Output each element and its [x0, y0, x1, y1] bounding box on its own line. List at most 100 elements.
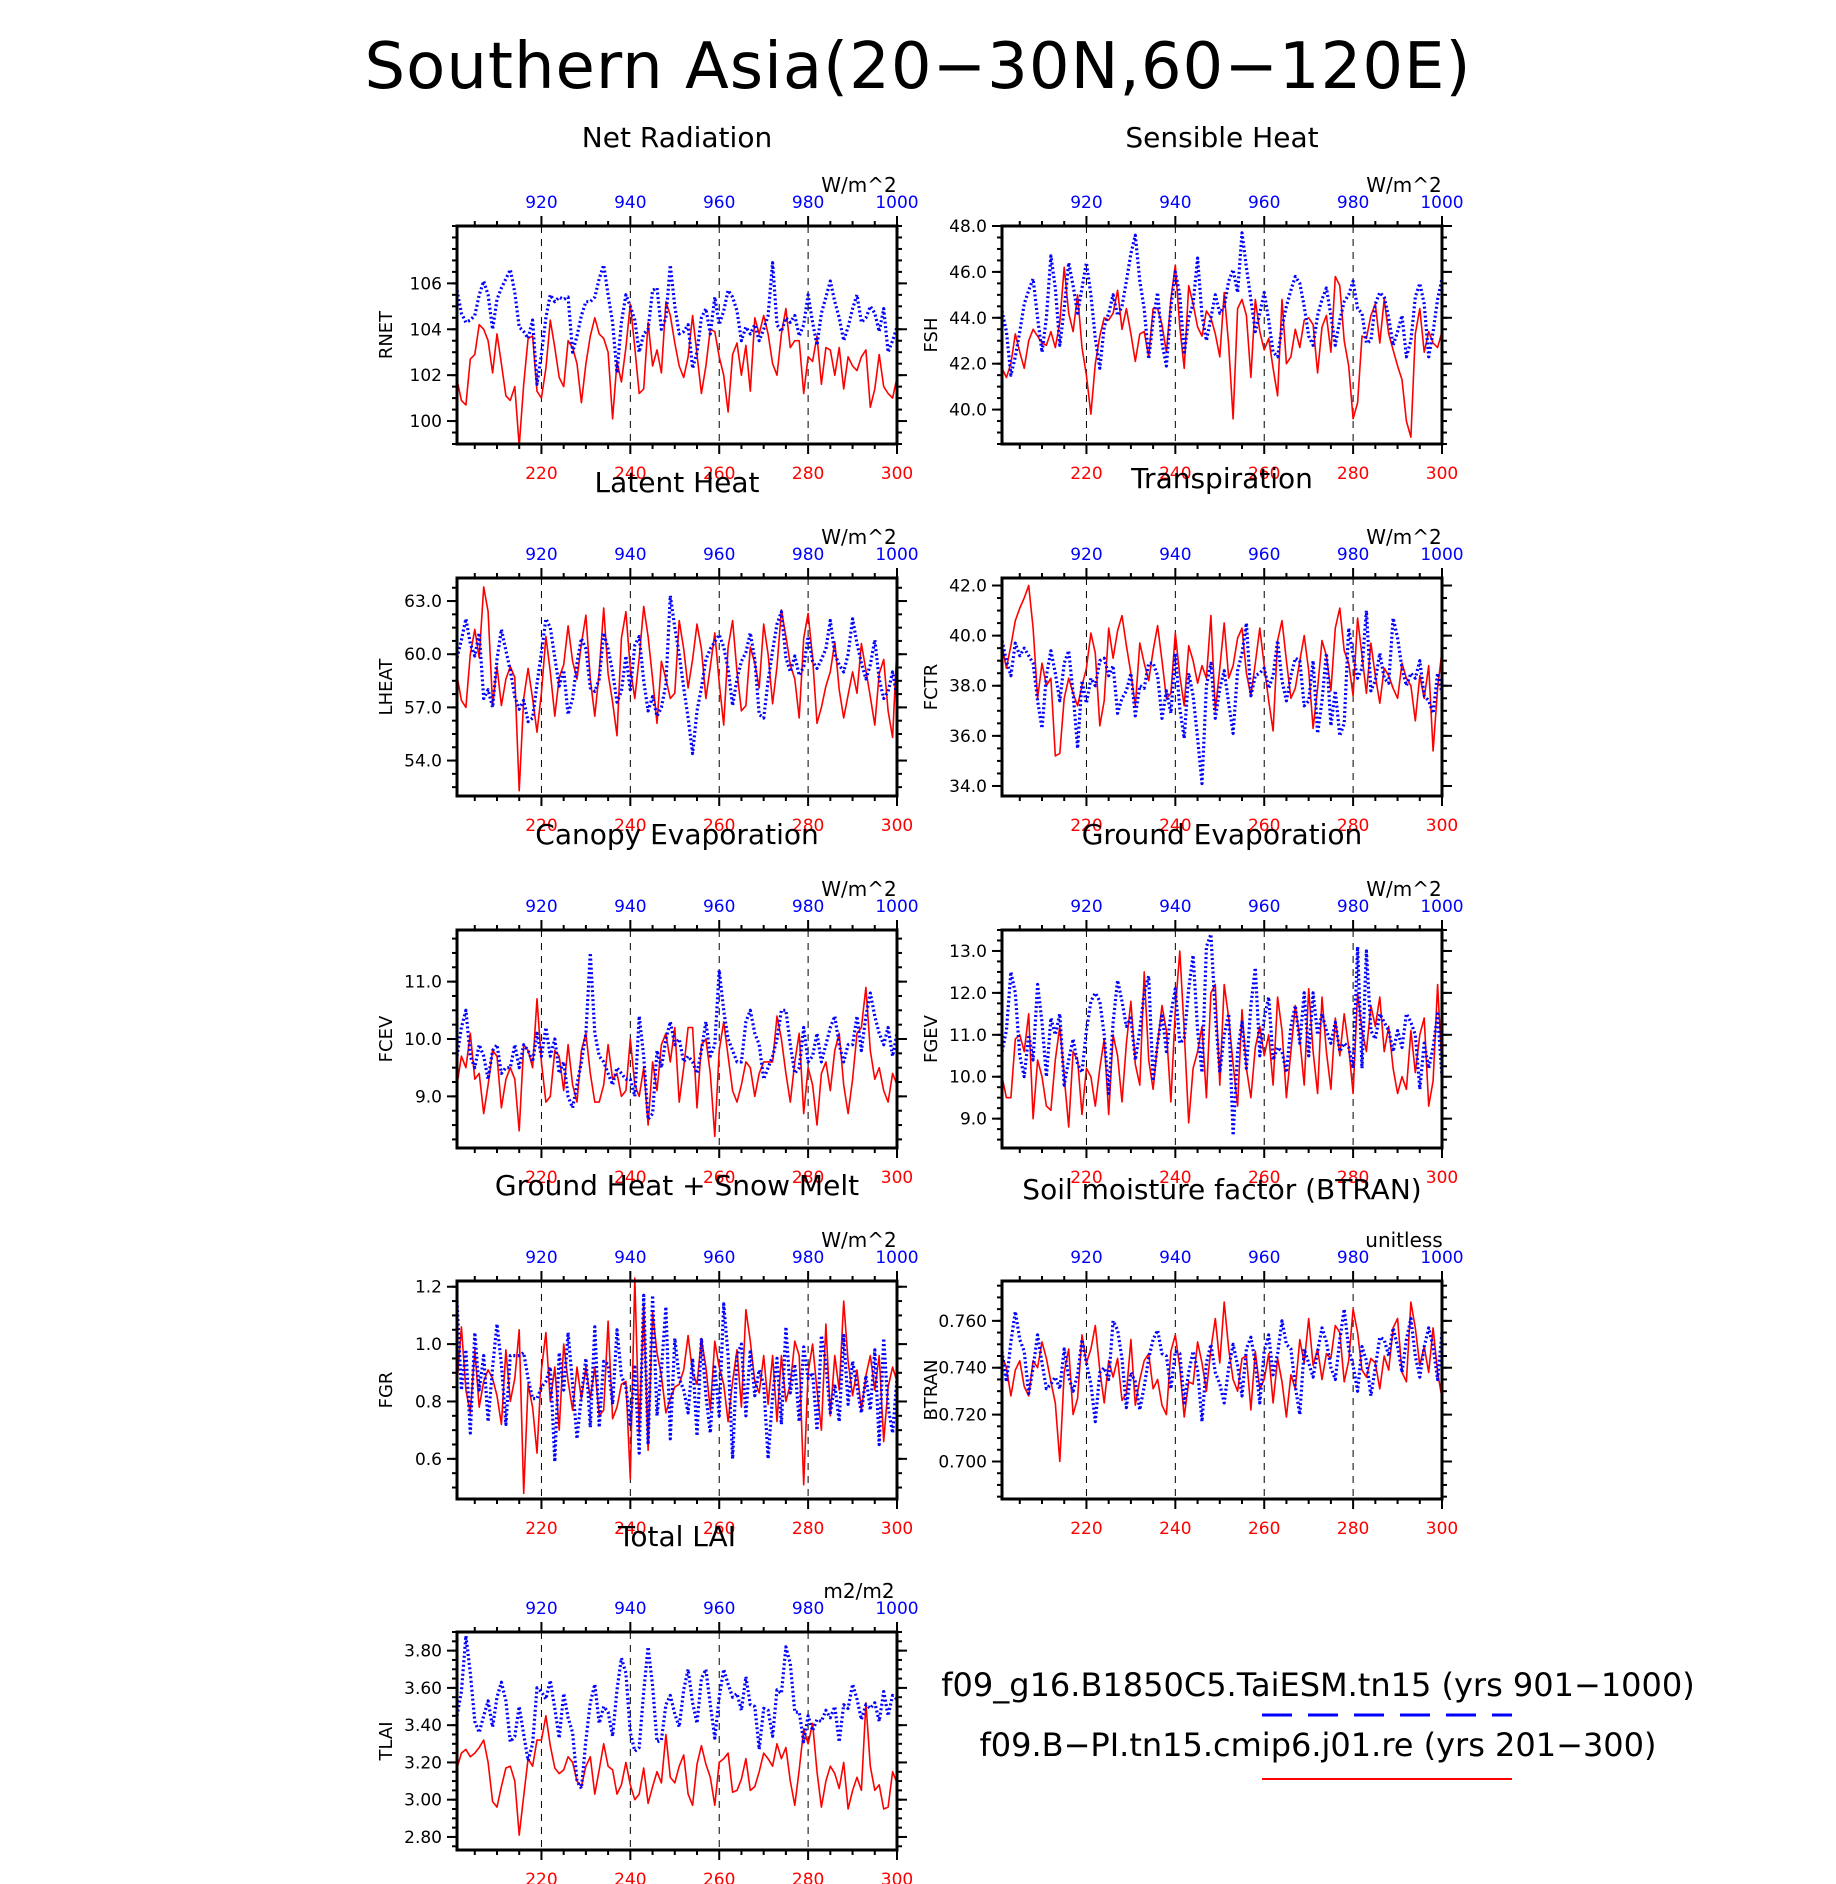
x-tick-label-bottom: 220 [1070, 1519, 1102, 1539]
y-tick-label: 0.700 [938, 1452, 987, 1472]
x-tick-label-top: 1000 [1420, 545, 1463, 565]
y-tick-label: 0.760 [938, 1312, 987, 1332]
x-tick-label-top: 940 [614, 897, 646, 917]
x-tick-label-bottom: 240 [614, 816, 646, 836]
panel-title: Ground Heat + Snow Melt [495, 1169, 859, 1202]
y-tick-label: 3.40 [404, 1716, 442, 1736]
y-tick-label: 57.0 [404, 698, 442, 718]
panel-fgr: Ground Heat + Snow Melt W/m^2 220 240 260 280… [376, 1169, 919, 1539]
panel-title: Canopy Evaporation [535, 818, 818, 851]
x-tick-label-top: 920 [1070, 897, 1102, 917]
x-tick-label-top: 960 [1248, 545, 1280, 565]
x-tick-label-bottom: 240 [1159, 1519, 1191, 1539]
y-tick-label: 12.0 [949, 984, 987, 1004]
plot-frame [455, 1630, 899, 1852]
x-tick-label-bottom: 300 [1426, 1168, 1458, 1188]
series-line-taiesm [1000, 608, 1444, 786]
units-label: W/m^2 [1366, 525, 1441, 549]
y-tick-label: 40.0 [949, 627, 987, 647]
y-tick-label: 10.0 [949, 1068, 987, 1088]
units-label: W/m^2 [821, 525, 896, 549]
legend-label-taiesm: f09_g16.B1850C5.TaiESM.tn15 (yrs 901−100… [941, 1666, 1694, 1704]
x-tick-label-bottom: 280 [1337, 1519, 1369, 1539]
y-tick-label: 106 [410, 274, 442, 294]
y-tick-label: 3.00 [404, 1791, 442, 1811]
y-tick-label: 34.0 [949, 777, 987, 797]
x-tick-label-top: 940 [614, 545, 646, 565]
y-tick-label: 1.2 [415, 1278, 442, 1298]
x-tick-label-top: 980 [792, 1248, 824, 1268]
y-tick-label: 10.0 [404, 1030, 442, 1050]
series-line-cmip6 [1001, 584, 1443, 757]
x-tick-label-top: 960 [1248, 1248, 1280, 1268]
x-tick-label-top: 960 [1248, 193, 1280, 213]
x-tick-label-top: 980 [1337, 897, 1369, 917]
x-tick-label-bottom: 300 [1426, 816, 1458, 836]
x-tick-label-bottom: 260 [703, 1519, 735, 1539]
x-tick-label-bottom: 280 [1337, 816, 1369, 836]
series-line-taiesm [1000, 1307, 1444, 1424]
x-tick-label-top: 1000 [875, 193, 918, 213]
panel-title: Net Radiation [582, 121, 772, 154]
x-tick-label-top: 1000 [1420, 1248, 1463, 1268]
x-tick-label-bottom: 240 [1159, 1168, 1191, 1188]
y-tick-label: 46.0 [949, 263, 987, 283]
x-tick-label-top: 920 [525, 897, 557, 917]
plot-frame [455, 576, 899, 798]
x-tick-label-top: 920 [1070, 545, 1102, 565]
units-label: m2/m2 [823, 1579, 894, 1603]
panel-title: Ground Evaporation [1082, 818, 1363, 851]
y-tick-label: 3.60 [404, 1679, 442, 1699]
panel-title: Latent Heat [594, 466, 759, 499]
series-line-taiesm [455, 951, 899, 1121]
y-tick-label: 0.6 [415, 1450, 442, 1470]
x-tick-label-bottom: 280 [792, 1168, 824, 1188]
x-tick-label-bottom: 220 [525, 1519, 557, 1539]
x-tick-label-top: 980 [792, 1599, 824, 1619]
legend-label-cmip6: f09.B−PI.tn15.cmip6.j01.re (yrs 201−300) [979, 1726, 1656, 1764]
y-tick-label: 1.0 [415, 1335, 442, 1355]
series-line-taiesm [1000, 231, 1444, 377]
y-tick-label: 44.0 [949, 309, 987, 329]
y-tick-label: 42.0 [949, 577, 987, 597]
panel-fcev: Canopy Evaporation W/m^2 220 240 260 280 300 92… [376, 818, 919, 1188]
y-tick-label: 54.0 [404, 752, 442, 772]
y-tick-label: 2.80 [404, 1828, 442, 1848]
series-line-cmip6 [1001, 264, 1443, 438]
x-tick-label-top: 960 [703, 193, 735, 213]
x-tick-label-bottom: 300 [881, 1870, 913, 1884]
y-tick-label: 36.0 [949, 727, 987, 747]
units-label: W/m^2 [1366, 877, 1441, 901]
y-axis-label: FSH [921, 318, 942, 353]
x-tick-label-bottom: 280 [792, 464, 824, 484]
x-tick-label-bottom: 220 [1070, 1168, 1102, 1188]
series-line-taiesm [455, 1634, 899, 1791]
plot-frame [455, 928, 899, 1150]
series-line-taiesm [455, 261, 899, 386]
plot-frame [1000, 224, 1444, 446]
x-tick-label-bottom: 220 [525, 464, 557, 484]
y-axis-label: FGR [376, 1372, 397, 1409]
y-axis-label: FCTR [921, 664, 942, 710]
x-tick-label-top: 940 [1159, 897, 1191, 917]
y-tick-label: 40.0 [949, 401, 987, 421]
x-tick-label-top: 920 [525, 545, 557, 565]
panel-fctr: Transpiration W/m^2 220 240 260 280 300 920 940 9… [921, 462, 1464, 836]
series-line-cmip6 [1001, 950, 1443, 1128]
y-tick-label: 104 [410, 320, 442, 340]
y-tick-label: 9.0 [415, 1087, 442, 1107]
y-tick-label: 100 [410, 412, 442, 432]
x-tick-label-bottom: 280 [1337, 464, 1369, 484]
x-tick-label-bottom: 240 [614, 464, 646, 484]
y-axis-label: TLAI [376, 1721, 397, 1761]
y-tick-label: 0.8 [415, 1392, 442, 1412]
y-axis-label: RNET [376, 310, 397, 359]
x-tick-label-top: 1000 [1420, 193, 1463, 213]
x-tick-label-bottom: 280 [792, 1519, 824, 1539]
x-tick-label-top: 920 [525, 193, 557, 213]
x-tick-label-bottom: 300 [881, 816, 913, 836]
y-tick-label: 42.0 [949, 355, 987, 375]
x-tick-label-top: 980 [1337, 545, 1369, 565]
y-tick-label: 3.80 [404, 1642, 442, 1662]
